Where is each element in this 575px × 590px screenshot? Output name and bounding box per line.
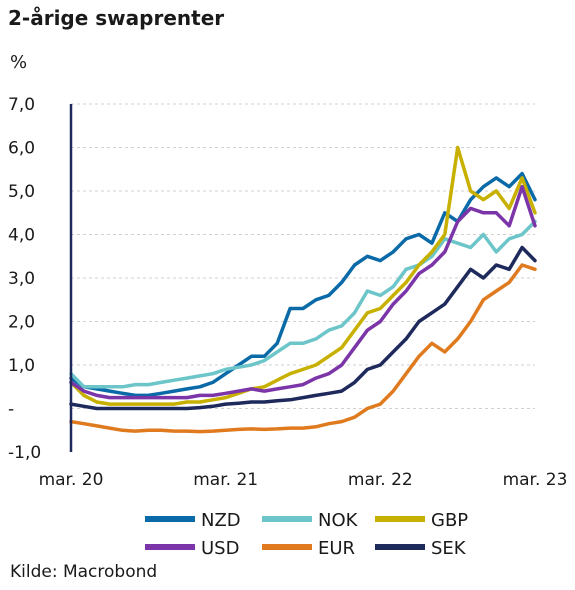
y-tick-label: 5,0 [8,182,35,202]
series-lines [69,145,537,434]
y-tick-label: - [8,400,14,420]
y-tick-label: 3,0 [8,269,35,289]
x-tick-labels: mar. 20 mar. 21 mar. 22 mar. 23 [39,470,568,490]
y-tick-label: 4,0 [8,226,35,246]
x-tick-label: mar. 21 [193,470,258,490]
legend-label-nzd: NZD [201,510,241,531]
grid-lines [71,103,535,409]
chart-title: 2-årige swaprenter [8,6,225,30]
series-line-gbp [69,145,537,406]
y-axis-unit: % [10,52,28,73]
x-tick-label: mar. 22 [348,470,413,490]
source-note: Kilde: Macrobond [10,562,158,582]
legend-label-eur: EUR [318,538,355,559]
y-tick-label: 1,0 [8,356,35,376]
legend: NZD NOK GBP USD EUR SEK [145,510,468,559]
x-tick-label: mar. 20 [39,470,104,490]
y-tick-labels: 7,0 6,0 5,0 4,0 3,0 2,0 1,0 - -1,0 [8,95,41,463]
legend-label-gbp: GBP [431,510,468,531]
series-line-nok [69,219,537,389]
y-tick-label: -1,0 [8,443,41,463]
legend-label-nok: NOK [318,510,359,531]
legend-label-sek: SEK [431,538,467,559]
series-line-eur [69,263,537,434]
series-line-usd [69,184,537,400]
y-tick-label: 7,0 [8,95,35,115]
y-tick-label: 2,0 [8,313,35,333]
y-tick-label: 6,0 [8,139,35,159]
series-line-nzd [69,171,537,398]
x-tick-label: mar. 23 [503,470,568,490]
series-line-sek [69,245,537,411]
legend-label-usd: USD [201,538,239,559]
